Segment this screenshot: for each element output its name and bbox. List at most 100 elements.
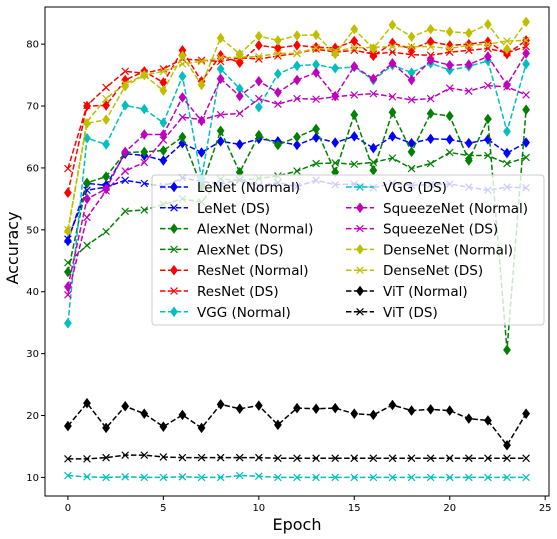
data-point-vit-normal [83,397,91,409]
legend-entry-vit-normal: ViT (Normal) [346,284,468,300]
data-point-vgg-normal [121,100,130,111]
data-point-vit-normal [522,408,530,419]
data-point-vit-ds [197,453,206,462]
data-point-vgg-ds [445,473,454,482]
data-point-lenet-normal [503,147,511,159]
data-point-squeezenet-ds [312,95,320,104]
legend-label: LeNet (DS) [197,201,270,217]
y-axis-ticks: 10 20 30 40 50 60 70 80 [26,40,45,484]
legend-label: DenseNet (Normal) [383,242,513,258]
data-point-lenet-normal [293,139,301,151]
data-point-alexnet-normal [83,177,91,189]
data-point-lenet-normal [312,132,320,143]
data-point-vit-normal [503,439,511,451]
data-point-alexnet-normal [274,139,282,151]
data-point-vit-normal [369,409,378,421]
data-point-densenet-ds [312,44,320,52]
legend-marker [170,203,178,212]
data-point-densenet-normal [388,19,397,31]
data-point-squeezenet-normal [293,74,301,86]
data-point-squeezenet-ds [293,94,301,103]
data-point-alexnet-normal [484,113,492,125]
data-point-densenet-normal [178,50,187,62]
data-point-alexnet-ds [407,164,416,173]
data-point-squeezenet-normal [407,74,416,86]
data-point-densenet-ds [235,53,244,61]
data-point-squeezenet-ds [484,81,492,90]
series-vit-normal [64,397,530,451]
data-point-alexnet-normal [445,110,454,122]
y-tick-label: 40 [26,287,39,298]
data-point-densenet-normal [503,43,511,55]
data-point-vit-normal [159,421,168,432]
data-point-vgg-ds [83,472,91,481]
data-point-squeezenet-ds [102,187,110,195]
data-point-lenet-normal [350,131,359,142]
data-point-vgg-ds [121,472,130,481]
data-point-vgg-ds [503,473,511,482]
data-point-vit-ds [484,454,492,463]
legend-entry-squeezenet-ds: SqueezeNet (DS) [346,222,498,238]
data-point-densenet-normal [274,35,282,46]
data-point-vit-normal [312,403,320,414]
data-point-resnet-ds [64,164,72,173]
data-point-squeezenet-normal [388,58,397,69]
data-point-resnet-ds [407,50,416,59]
legend-entry-vit-ds: ViT (DS) [346,305,438,321]
data-point-squeezenet-ds [522,91,530,99]
data-point-vit-ds [159,453,168,461]
data-point-vit-ds [331,454,340,463]
data-point-squeezenet-ds [331,92,340,101]
legend-marker [170,306,178,318]
data-point-alexnet-normal [407,146,416,158]
legend-label: ResNet (DS) [197,284,279,300]
data-point-vgg-ds [140,473,149,482]
data-point-resnet-ds [83,101,91,110]
data-point-densenet-ds [350,44,359,52]
data-point-squeezenet-ds [503,83,511,91]
data-point-densenet-ds [369,43,378,52]
data-point-alexnet-normal [140,146,149,158]
legend-entry-resnet-ds: ResNet (DS) [160,284,279,300]
data-point-vit-normal [235,403,244,414]
legend-entry-alexnet-normal: AlexNet (Normal) [160,222,313,238]
data-point-lenet-normal [64,235,72,247]
data-point-densenet-ds [388,42,397,51]
data-point-vit-normal [102,422,110,434]
legend-entry-vgg-ds: VGG (DS) [346,180,447,196]
data-point-vit-normal [178,409,187,421]
series-vit-ds [64,451,530,463]
legend: LeNet (Normal) LeNet (DS) AlexNet (Normal)… [151,174,545,326]
data-point-alexnet-normal [522,104,530,116]
data-point-vit-ds [522,454,530,463]
data-point-densenet-normal [293,30,301,41]
data-point-vgg-ds [426,473,435,482]
legend-marker [356,183,364,191]
data-point-densenet-ds [407,42,416,51]
data-point-vit-ds [464,454,473,463]
data-point-alexnet-ds [388,154,397,162]
legend-label: DenseNet (DS) [383,263,483,279]
legend-label: AlexNet (DS) [197,242,284,258]
data-point-lenet-ds [121,176,130,185]
y-tick-label: 80 [26,40,39,51]
data-point-alexnet-ds [369,158,378,167]
data-point-alexnet-ds [83,241,91,250]
data-point-vgg-normal [254,102,263,113]
data-point-vgg-normal [503,126,511,137]
data-point-densenet-ds [197,57,206,66]
data-point-alexnet-normal [350,109,359,120]
data-point-lenet-normal [216,136,225,147]
data-point-vgg-ds [331,473,340,482]
data-point-alexnet-ds [312,159,320,168]
legend-label: VGG (Normal) [197,305,291,321]
data-point-vit-normal [64,420,72,432]
data-point-vgg-ds [254,472,263,481]
legend-entry-lenet-ds: LeNet (DS) [160,201,270,217]
data-point-squeezenet-normal [350,61,359,72]
data-point-squeezenet-ds [350,91,359,99]
data-point-resnet-ds [522,42,530,51]
data-point-densenet-normal [159,85,168,96]
data-point-squeezenet-ds [178,113,187,122]
data-point-squeezenet-ds [369,89,378,98]
